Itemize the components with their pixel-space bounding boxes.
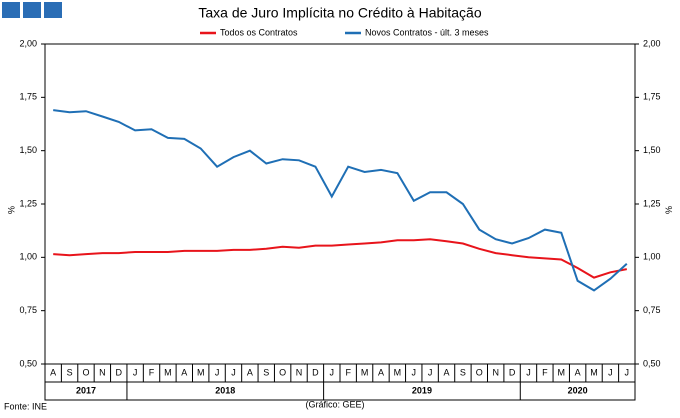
x-tick-label: A (378, 367, 384, 377)
logo-block (23, 2, 41, 18)
x-tick-label: J (526, 367, 531, 377)
y-tick-label: 1,50 (19, 145, 37, 155)
x-tick-label: N (492, 367, 499, 377)
y-tick-label: 0,75 (19, 305, 37, 315)
x-tick-label: M (558, 367, 566, 377)
x-tick-label: A (444, 367, 450, 377)
x-tick-label: O (279, 367, 286, 377)
x-tick-label: D (509, 367, 516, 377)
year-label: 2020 (568, 385, 588, 395)
x-tick-label: J (625, 367, 630, 377)
credit-note: (Gráfico: GEE) (305, 399, 364, 409)
x-tick-label: S (460, 367, 466, 377)
chart-title: Taxa de Juro Implícita no Crédito à Habi… (198, 5, 481, 21)
x-tick-label: J (608, 367, 613, 377)
x-tick-label: M (361, 367, 369, 377)
x-tick-label: S (67, 367, 73, 377)
y-tick-label: 2,00 (19, 38, 37, 48)
year-label: 2018 (215, 385, 235, 395)
y2-axis-label: % (664, 206, 674, 214)
x-tick-label: F (345, 367, 351, 377)
x-tick-label: O (476, 367, 483, 377)
y2-tick-label: 1,75 (643, 92, 661, 102)
x-tick-label: J (412, 367, 417, 377)
y-tick-label: 1,75 (19, 92, 37, 102)
x-tick-label: F (149, 367, 155, 377)
y2-tick-label: 0,50 (643, 358, 661, 368)
x-tick-label: M (164, 367, 172, 377)
x-tick-label: F (542, 367, 548, 377)
x-tick-label: M (590, 367, 598, 377)
plot-frame (44, 43, 636, 365)
y2-tick-label: 2,00 (643, 38, 661, 48)
series-line (53, 238, 627, 279)
x-tick-label: A (181, 367, 187, 377)
x-tick-label: J (330, 367, 335, 377)
x-tick-label: A (50, 367, 56, 377)
x-tick-label: S (263, 367, 269, 377)
x-tick-label: A (247, 367, 253, 377)
x-tick-label: J (133, 367, 138, 377)
x-tick-label: J (215, 367, 220, 377)
y-axis-label: % (6, 206, 16, 214)
x-tick-label: M (197, 367, 205, 377)
x-tick-label: O (82, 367, 89, 377)
x-tick-label: N (99, 367, 106, 377)
source-note: Fonte: INE (4, 401, 47, 411)
x-tick-label: D (312, 367, 319, 377)
y2-tick-label: 1,50 (643, 145, 661, 155)
legend-label: Todos os Contratos (220, 27, 298, 37)
series-line (53, 109, 628, 292)
x-tick-label: M (394, 367, 402, 377)
y-tick-label: 1,00 (19, 252, 37, 262)
x-tick-label: N (296, 367, 303, 377)
x-tick-label: J (428, 367, 433, 377)
logo-block (2, 2, 20, 18)
year-label: 2017 (76, 385, 96, 395)
year-label: 2019 (412, 385, 432, 395)
y2-tick-label: 0,75 (643, 305, 661, 315)
y-tick-label: 0,50 (19, 358, 37, 368)
y-tick-label: 1,25 (19, 198, 37, 208)
x-tick-label: D (116, 367, 123, 377)
y2-tick-label: 1,00 (643, 252, 661, 262)
x-tick-label: A (575, 367, 581, 377)
x-tick-label: J (231, 367, 236, 377)
legend-label: Novos Contratos - últ. 3 meses (365, 27, 489, 37)
logo-block (44, 2, 62, 18)
y2-tick-label: 1,25 (643, 198, 661, 208)
